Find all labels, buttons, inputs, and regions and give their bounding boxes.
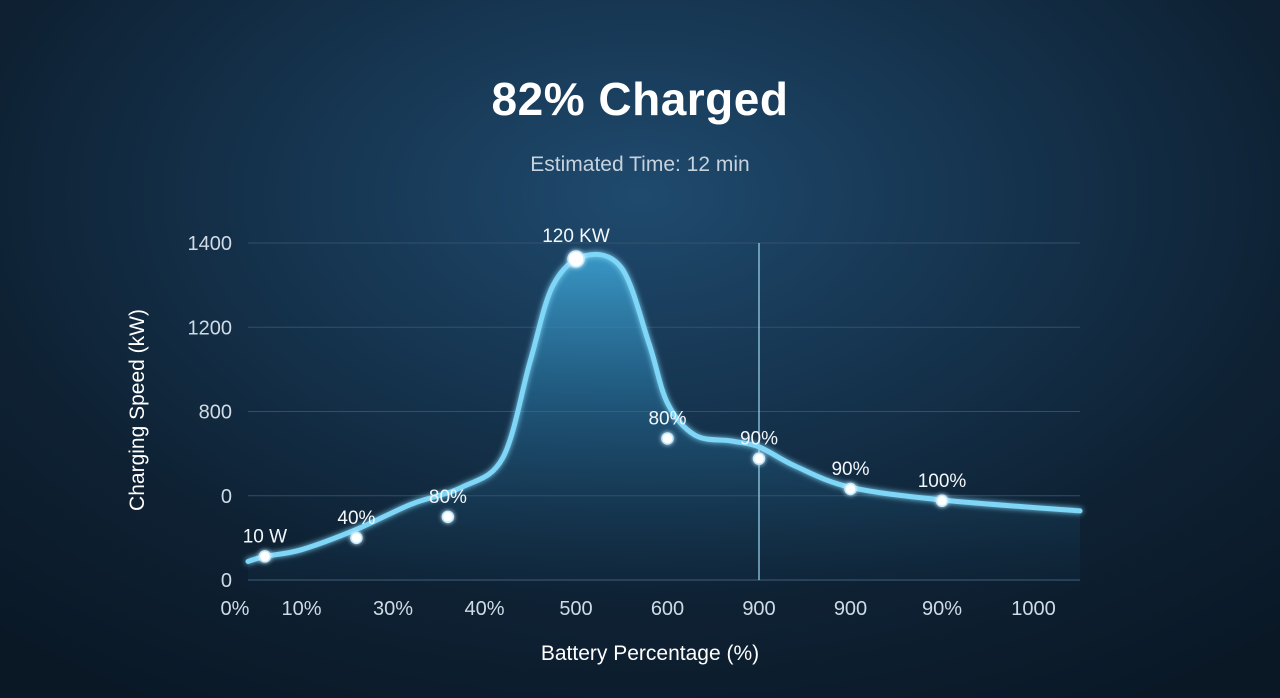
data-label: 90% bbox=[831, 459, 869, 480]
x-tick-label: 10% bbox=[281, 598, 321, 620]
estimated-time-text: Estimated Time: 12 min bbox=[530, 153, 750, 176]
data-label: 80% bbox=[648, 408, 686, 429]
x-tick-label: 500 bbox=[559, 598, 592, 620]
x-tick-label: 30% bbox=[373, 598, 413, 620]
data-label: 120 KW bbox=[542, 226, 610, 247]
x-axis-title: Battery Percentage (%) bbox=[541, 642, 759, 665]
x-tick-label: 40% bbox=[464, 598, 504, 620]
data-point bbox=[258, 550, 272, 563]
charge-status-title: 82% Charged bbox=[491, 73, 789, 125]
charging-curve-line bbox=[245, 251, 1083, 564]
data-point bbox=[661, 432, 674, 445]
data-point bbox=[752, 452, 766, 465]
x-tick-label: 90% bbox=[922, 598, 962, 620]
y-tick-label: 1200 bbox=[188, 317, 233, 339]
data-point bbox=[935, 494, 949, 508]
data-label: 10 W bbox=[243, 526, 287, 547]
data-point bbox=[350, 531, 363, 545]
x-axis-ticks: 0% 10% 30% 40% 500 600 900 900 90% 1000 bbox=[221, 598, 1056, 620]
data-points: 10 W 40% 80% 120 KW 80% 90% 90% 100% bbox=[243, 226, 967, 563]
data-point bbox=[441, 510, 455, 524]
y-axis-title: Charging Speed (kW) bbox=[126, 309, 149, 511]
x-tick-label: 900 bbox=[834, 598, 867, 620]
x-tick-label: 1000 bbox=[1011, 598, 1056, 620]
y-tick-label: 0 bbox=[221, 486, 232, 508]
data-label: 100% bbox=[918, 471, 967, 492]
data-label: 90% bbox=[740, 429, 778, 450]
x-tick-label: 0% bbox=[221, 598, 250, 620]
data-label: 40% bbox=[337, 508, 375, 529]
data-point bbox=[844, 482, 857, 496]
data-label: 80% bbox=[429, 487, 467, 508]
y-axis-ticks: 0 0 800 1200 1400 bbox=[188, 233, 233, 592]
y-tick-label: 1400 bbox=[188, 233, 233, 255]
data-point bbox=[567, 250, 585, 268]
y-tick-label: 0 bbox=[221, 570, 232, 592]
charging-area-fill bbox=[248, 254, 1080, 580]
y-tick-label: 800 bbox=[199, 402, 232, 424]
x-tick-label: 900 bbox=[742, 598, 775, 620]
x-tick-label: 600 bbox=[651, 598, 684, 620]
